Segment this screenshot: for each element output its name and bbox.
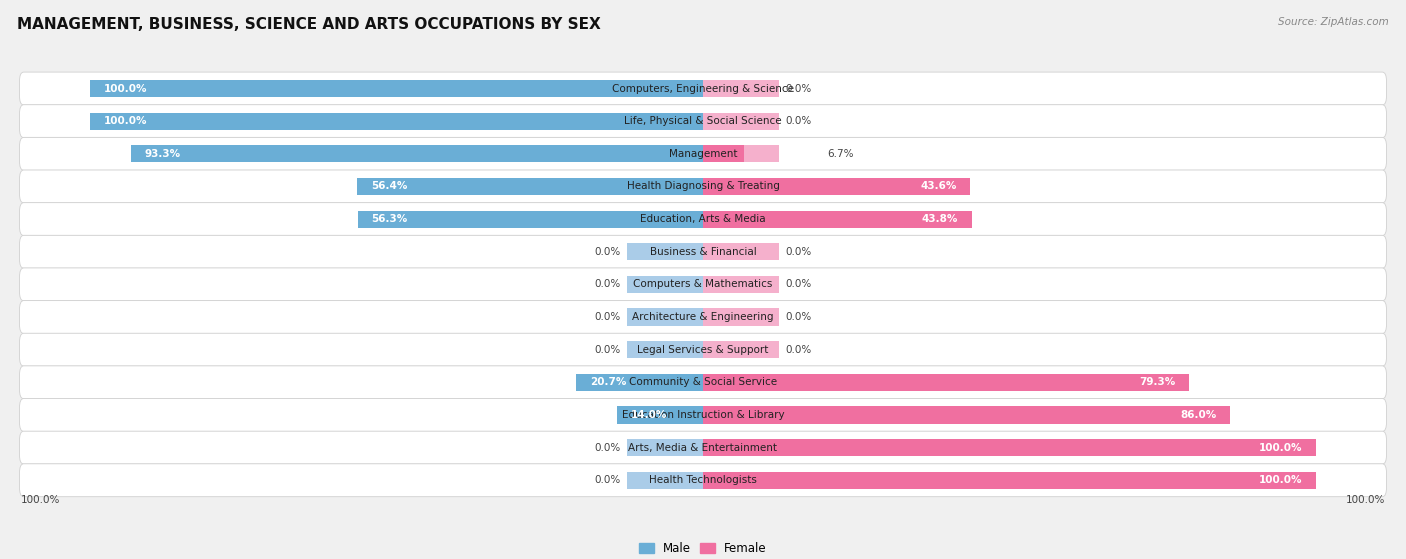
Text: Arts, Media & Entertainment: Arts, Media & Entertainment [628,443,778,453]
Bar [703,374,779,391]
FancyBboxPatch shape [20,464,1386,497]
Bar [627,145,703,163]
Text: 0.0%: 0.0% [786,116,811,126]
Bar [627,211,703,228]
Text: 14.0%: 14.0% [631,410,668,420]
FancyBboxPatch shape [20,399,1386,432]
Text: 56.3%: 56.3% [371,214,408,224]
Bar [627,472,703,489]
Bar [627,309,703,326]
FancyBboxPatch shape [20,72,1386,105]
Bar [703,406,1230,424]
Text: Source: ZipAtlas.com: Source: ZipAtlas.com [1278,17,1389,27]
FancyBboxPatch shape [20,170,1386,203]
Text: 100.0%: 100.0% [104,83,148,93]
Text: 20.7%: 20.7% [591,377,626,387]
FancyBboxPatch shape [20,203,1386,235]
Legend: Male, Female: Male, Female [634,537,772,559]
Text: 0.0%: 0.0% [595,247,620,257]
Bar [703,439,1316,456]
Text: MANAGEMENT, BUSINESS, SCIENCE AND ARTS OCCUPATIONS BY SEX: MANAGEMENT, BUSINESS, SCIENCE AND ARTS O… [17,17,600,32]
Bar [90,112,703,130]
FancyBboxPatch shape [20,333,1386,366]
Text: 43.6%: 43.6% [920,182,956,192]
Text: 0.0%: 0.0% [595,312,620,322]
Text: Legal Services & Support: Legal Services & Support [637,345,769,354]
Bar [627,341,703,358]
Text: 100.0%: 100.0% [1258,475,1302,485]
Bar [131,145,703,163]
Text: 56.4%: 56.4% [371,182,408,192]
Text: Business & Financial: Business & Financial [650,247,756,257]
Bar [627,406,703,424]
Bar [703,406,779,424]
Text: 100.0%: 100.0% [1346,495,1385,505]
Text: 0.0%: 0.0% [595,443,620,453]
Bar [703,112,779,130]
Text: Community & Social Service: Community & Social Service [628,377,778,387]
FancyBboxPatch shape [20,235,1386,268]
Text: Management: Management [669,149,737,159]
Text: 6.7%: 6.7% [827,149,853,159]
Bar [576,374,703,391]
Text: 0.0%: 0.0% [595,280,620,290]
Bar [703,178,970,195]
Bar [703,439,779,456]
Text: 0.0%: 0.0% [786,345,811,354]
Bar [703,374,1189,391]
Text: 43.8%: 43.8% [921,214,957,224]
Text: 0.0%: 0.0% [595,345,620,354]
Bar [703,243,779,260]
Bar [703,276,779,293]
Bar [703,145,744,163]
Text: 0.0%: 0.0% [786,247,811,257]
Bar [357,178,703,195]
Bar [703,211,972,228]
FancyBboxPatch shape [20,366,1386,399]
Text: Health Technologists: Health Technologists [650,475,756,485]
FancyBboxPatch shape [20,268,1386,301]
Text: 0.0%: 0.0% [786,312,811,322]
Text: 86.0%: 86.0% [1180,410,1216,420]
FancyBboxPatch shape [20,301,1386,334]
Bar [703,178,779,195]
Bar [627,178,703,195]
Text: 100.0%: 100.0% [104,116,148,126]
Bar [627,243,703,260]
Bar [627,276,703,293]
Bar [703,80,779,97]
Text: 0.0%: 0.0% [786,83,811,93]
Bar [703,145,779,163]
Bar [90,80,703,97]
Bar [703,309,779,326]
Bar [627,112,703,130]
Text: 100.0%: 100.0% [1258,443,1302,453]
Bar [703,211,779,228]
Text: Health Diagnosing & Treating: Health Diagnosing & Treating [627,182,779,192]
Bar [627,439,703,456]
FancyBboxPatch shape [20,138,1386,170]
Bar [617,406,703,424]
Text: Computers, Engineering & Science: Computers, Engineering & Science [612,83,794,93]
Text: Education, Arts & Media: Education, Arts & Media [640,214,766,224]
FancyBboxPatch shape [20,431,1386,464]
Text: 0.0%: 0.0% [595,475,620,485]
Text: 100.0%: 100.0% [21,495,60,505]
Bar [703,472,1316,489]
Bar [703,341,779,358]
Text: 0.0%: 0.0% [786,280,811,290]
Bar [357,211,703,228]
Bar [703,472,779,489]
Text: Education Instruction & Library: Education Instruction & Library [621,410,785,420]
Text: Computers & Mathematics: Computers & Mathematics [633,280,773,290]
Bar [627,374,703,391]
FancyBboxPatch shape [20,105,1386,138]
Text: Architecture & Engineering: Architecture & Engineering [633,312,773,322]
Text: 79.3%: 79.3% [1139,377,1175,387]
Text: Life, Physical & Social Science: Life, Physical & Social Science [624,116,782,126]
Text: 93.3%: 93.3% [145,149,181,159]
Bar [627,80,703,97]
